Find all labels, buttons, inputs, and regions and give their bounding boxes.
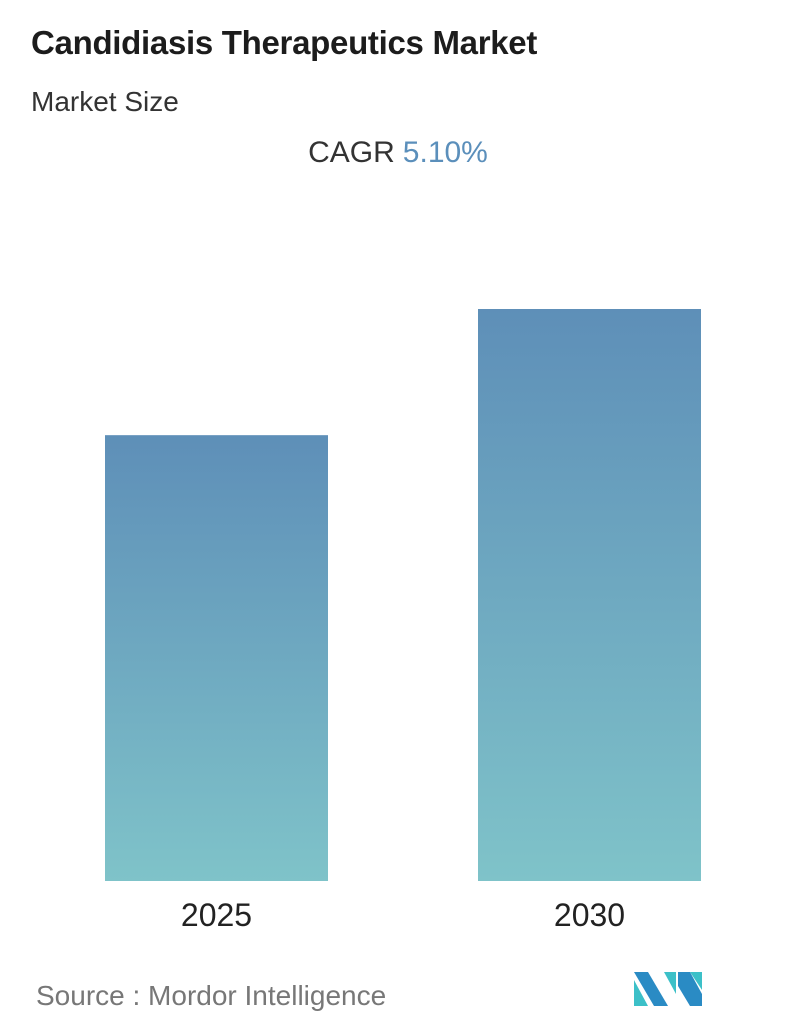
bar-chart: 2025 2030	[105, 309, 701, 933]
cagr-label: CAGR 5.10%	[0, 136, 796, 170]
chart-subtitle: Market Size	[31, 86, 179, 117]
bar-2025	[105, 435, 328, 881]
cagr-value: 5.10%	[402, 136, 488, 169]
cagr-text: CAGR	[308, 136, 395, 169]
source-label: Source : Mordor Intelligence	[36, 980, 387, 1011]
chart-title: Candidiasis Therapeutics Market	[31, 24, 538, 61]
x-tick-label: 2030	[554, 897, 625, 933]
x-tick-label: 2025	[181, 897, 252, 933]
bar-2030	[478, 309, 701, 881]
mordor-intelligence-logo	[634, 972, 702, 1006]
